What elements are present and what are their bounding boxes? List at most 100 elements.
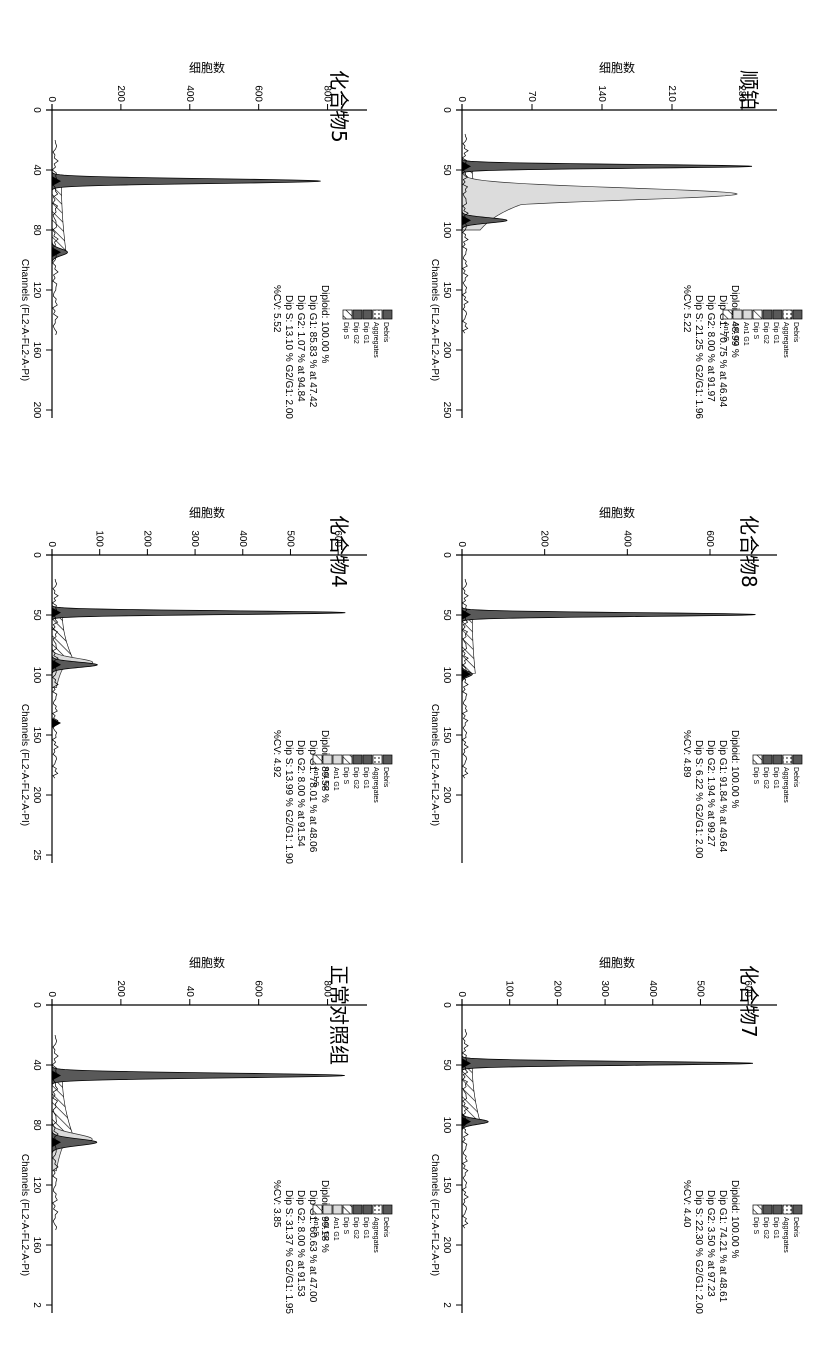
dip-g1-swatch bbox=[363, 1205, 372, 1214]
legend-label: An1 G2 bbox=[322, 1217, 329, 1241]
aggregates-swatch bbox=[783, 310, 792, 319]
y-tick-label: 400 bbox=[237, 530, 248, 547]
dip-s-swatch bbox=[343, 755, 352, 764]
stat-line: Dip S: 13.99 % G2/G1: 1.90 bbox=[283, 740, 294, 864]
x-tick-label: 0 bbox=[441, 552, 452, 558]
x-tick-label: 150 bbox=[31, 727, 42, 744]
y-axis-label: 细胞数 bbox=[599, 505, 635, 520]
debris-swatch bbox=[383, 310, 392, 319]
an1-g1-swatch bbox=[333, 755, 342, 764]
y-tick-label: 200 bbox=[115, 85, 126, 102]
x-tick-label: 160 bbox=[31, 1237, 42, 1254]
y-tick-label: 200 bbox=[141, 530, 152, 547]
x-tick-label: 200 bbox=[441, 342, 452, 359]
panel-title: 顺铂 bbox=[737, 70, 761, 110]
stat-line: Diploid: 100.00 % bbox=[729, 730, 740, 808]
stat-line: Dip G2: 1.94 % at 99.27 bbox=[705, 740, 716, 847]
y-axis-label: 细胞数 bbox=[189, 60, 225, 75]
legend-label: Dip G1 bbox=[362, 767, 369, 789]
y-tick-label: 0 bbox=[46, 541, 57, 547]
an1-g1-swatch bbox=[333, 1205, 342, 1214]
dip-s-swatch bbox=[753, 310, 762, 319]
x-tick-label: 200 bbox=[31, 402, 42, 419]
dip-g1-peak bbox=[462, 154, 752, 178]
legend-label: Aggregates bbox=[372, 767, 379, 803]
legend-label: Dip S bbox=[342, 767, 349, 784]
x-tick-label: 40 bbox=[31, 1059, 42, 1071]
y-tick-label: 300 bbox=[599, 980, 610, 997]
stat-line: Dip G1: 74.21 % at 48.61 bbox=[717, 1190, 728, 1303]
dip-g1-swatch bbox=[363, 310, 372, 319]
x-tick-label: 200 bbox=[441, 1237, 452, 1254]
x-tick-label: 2 bbox=[31, 1302, 42, 1308]
stat-line: Dip S: 31.37 % G2/G1: 1.95 bbox=[283, 1190, 294, 1314]
dip-g1-peak bbox=[462, 1051, 753, 1075]
legend-label: An1 G2 bbox=[732, 322, 739, 346]
legend-label: Dip G1 bbox=[772, 767, 779, 789]
legend-label: An1 G1 bbox=[332, 1217, 339, 1241]
legend-label: Dip G1 bbox=[772, 322, 779, 344]
legend-label: Dip G1 bbox=[772, 1217, 779, 1239]
dip-s-swatch bbox=[343, 310, 352, 319]
y-tick-label: 400 bbox=[184, 85, 195, 102]
legend-label: Aggregates bbox=[782, 1217, 789, 1253]
dip-g1-swatch bbox=[773, 755, 782, 764]
x-tick-label: 100 bbox=[441, 222, 452, 239]
legend-label: An1 G1 bbox=[332, 767, 339, 791]
dip-g2-swatch bbox=[353, 755, 362, 764]
x-tick-label: 150 bbox=[441, 1177, 452, 1194]
aggregates-swatch bbox=[783, 755, 792, 764]
panel-title: 化合物7 bbox=[737, 965, 761, 1038]
aggregates-swatch bbox=[373, 1205, 382, 1214]
an1-g2-swatch bbox=[323, 1205, 332, 1214]
y-axis-label: 细胞数 bbox=[189, 505, 225, 520]
legend-label: Debris bbox=[792, 1217, 799, 1238]
stat-line: Dip G2: 8.00 % at 91.97 bbox=[705, 295, 716, 402]
legend-label: An1 G1 bbox=[742, 322, 749, 346]
x-axis-label: Channels (FL2-A-FL2-A-PI) bbox=[19, 704, 30, 826]
x-tick-label: 0 bbox=[31, 1002, 42, 1008]
an1-g2-swatch bbox=[323, 755, 332, 764]
y-tick-label: 0 bbox=[456, 541, 467, 547]
legend-label: Dip S bbox=[752, 767, 759, 784]
legend-label: Aggregates bbox=[372, 1217, 379, 1253]
legend-label: An1 S bbox=[722, 322, 729, 341]
y-tick-label: 600 bbox=[704, 530, 715, 547]
stat-line: %CV: 4.40 bbox=[681, 1180, 692, 1228]
y-tick-label: 600 bbox=[253, 85, 264, 102]
stat-line: %CV: 5.52 bbox=[271, 285, 282, 333]
y-axis-label: 细胞数 bbox=[599, 955, 635, 970]
legend-label: Dip S bbox=[752, 322, 759, 339]
stat-line: %CV: 3.85 bbox=[271, 1180, 282, 1228]
histogram-panel-4: 0501001502000200400600Channels (FL2-A-FL… bbox=[429, 505, 802, 863]
dip-g2-swatch bbox=[763, 1205, 772, 1214]
debris-swatch bbox=[793, 310, 802, 319]
x-tick-label: 50 bbox=[441, 1059, 452, 1071]
y-tick-label: 500 bbox=[284, 530, 295, 547]
x-tick-label: 50 bbox=[31, 609, 42, 621]
an1-s-swatch bbox=[313, 1205, 322, 1214]
legend-label: Debris bbox=[382, 1217, 389, 1238]
x-axis-label: Channels (FL2-A-FL2-A-PI) bbox=[19, 1154, 30, 1276]
x-axis-label: Channels (FL2-A-FL2-A-PI) bbox=[429, 704, 440, 826]
debris-swatch bbox=[793, 1205, 802, 1214]
stat-line: Dip S: 21.25 % G2/G1: 1.96 bbox=[693, 295, 704, 419]
debris-swatch bbox=[793, 755, 802, 764]
legend-label: Debris bbox=[792, 322, 799, 343]
dip-g1-peak bbox=[52, 166, 321, 196]
dip-g1-peak bbox=[52, 1061, 345, 1091]
an1-s-swatch bbox=[723, 310, 732, 319]
x-tick-label: 0 bbox=[441, 107, 452, 113]
x-tick-label: 200 bbox=[441, 787, 452, 804]
legend-label: Debris bbox=[382, 767, 389, 788]
legend-label: An1 S bbox=[312, 767, 319, 786]
dip-g1-peak bbox=[52, 601, 345, 625]
y-tick-label: 600 bbox=[253, 980, 264, 997]
stat-line: Dip G2: 3.50 % at 97.23 bbox=[705, 1190, 716, 1297]
y-tick-label: 400 bbox=[647, 980, 658, 997]
figure-page: 040801201602020040600800Channels (FL2-A-… bbox=[0, 0, 817, 1354]
x-tick-label: 250 bbox=[441, 402, 452, 419]
an1-g1-swatch bbox=[743, 310, 752, 319]
x-tick-label: 25 bbox=[31, 849, 42, 861]
x-tick-label: 150 bbox=[441, 727, 452, 744]
